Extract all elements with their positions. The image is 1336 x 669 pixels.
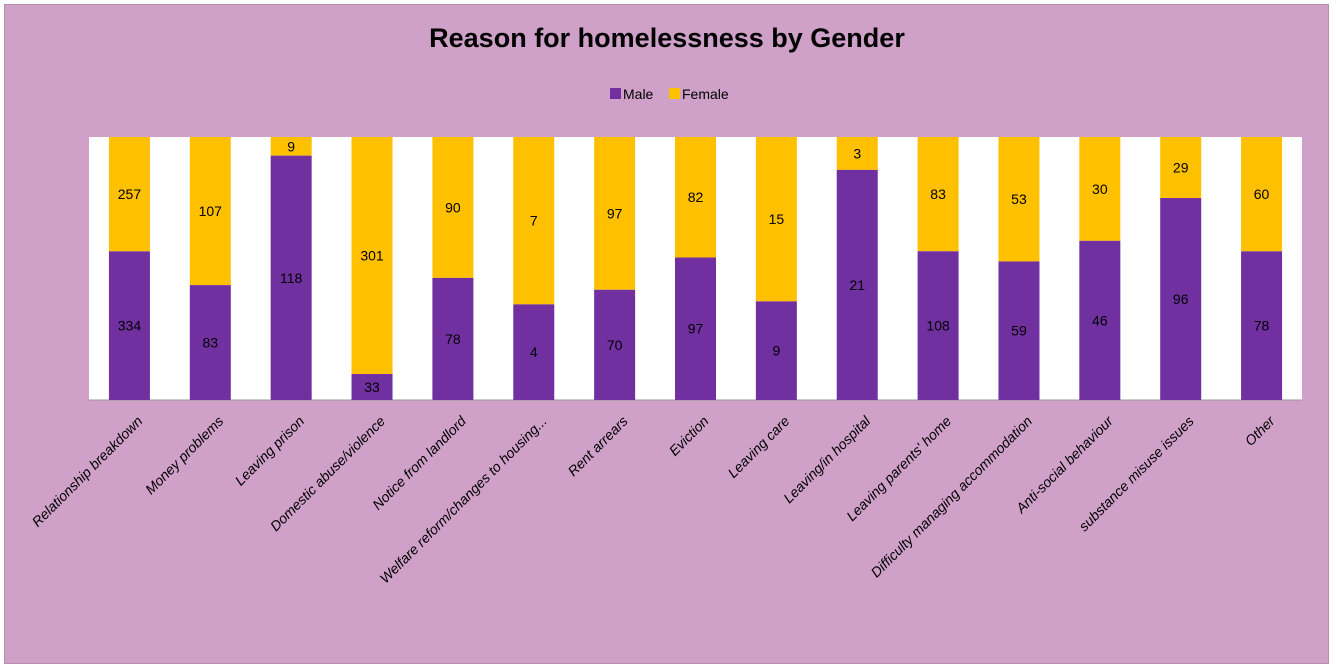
category-label-leaving-care: Leaving care <box>724 413 792 481</box>
data-label-female-leaving-care: 15 <box>769 211 785 227</box>
data-label-female-leaving-parents-home: 83 <box>930 186 946 202</box>
data-label-female-welfare-reform-changes-to-housing: 7 <box>530 213 538 229</box>
category-label-rent-arrears: Rent arrears <box>564 413 630 479</box>
legend-label-female: Female <box>682 86 729 102</box>
legend-swatch-female <box>669 88 680 99</box>
data-label-male-leaving-in-hospital: 21 <box>849 277 865 293</box>
legend: Male Female <box>610 86 729 102</box>
bar-female-other <box>1241 137 1283 252</box>
data-label-male-relationship-breakdown: 334 <box>118 318 142 334</box>
bar-female-money-problems <box>189 137 231 286</box>
chart-title: Reason for homelessness by Gender <box>429 23 905 53</box>
data-label-female-notice-from-landlord: 90 <box>445 199 461 215</box>
bar-male-leaving-parents-home <box>917 251 959 400</box>
data-label-female-leaving-prison: 9 <box>287 138 295 154</box>
bar-male-domestic-abuse-violence <box>351 374 393 400</box>
bar-female-leaving-care <box>755 137 797 302</box>
bar-male-anti-social-behaviour <box>1079 240 1121 400</box>
bar-female-difficulty-managing-accommodation <box>998 137 1040 262</box>
data-labels: 257 334 107 83 9 118 301 33 90 78 7 4 97 70 82 97 15 9 3 21… <box>118 138 1270 395</box>
category-label-leaving-in-hospital: Leaving/in hospital <box>780 412 874 506</box>
bar-male-leaving-in-hospital <box>836 169 878 400</box>
category-label-money-problems: Money problems <box>142 413 226 497</box>
bar-male-difficulty-managing-accommodation <box>998 261 1040 400</box>
bar-male-leaving-prison <box>270 155 312 400</box>
data-label-female-rent-arrears: 97 <box>607 205 623 221</box>
data-label-male-domestic-abuse-violence: 33 <box>364 379 380 395</box>
data-label-male-welfare-reform-changes-to-housing: 4 <box>530 344 538 360</box>
data-label-female-anti-social-behaviour: 30 <box>1092 181 1108 197</box>
bar-female-leaving-prison <box>270 137 312 156</box>
bar-female-relationship-breakdown <box>108 137 150 252</box>
category-label-difficulty-managing-accommodation: Difficulty managing accommodation <box>868 413 1036 581</box>
data-label-male-difficulty-managing-accommodation: 59 <box>1011 323 1027 339</box>
data-label-male-leaving-prison: 118 <box>280 270 303 286</box>
data-label-male-leaving-parents-home: 108 <box>926 318 950 334</box>
bar-female-leaving-parents-home <box>917 137 959 252</box>
bar-male-other <box>1241 251 1283 400</box>
category-label-eviction: Eviction <box>666 413 712 459</box>
bar-female-rent-arrears <box>594 137 636 290</box>
data-label-male-eviction: 97 <box>688 321 704 337</box>
bars <box>108 137 1283 400</box>
bar-male-eviction <box>675 257 716 400</box>
stacked-bar-chart: Reason for homelessness by Gender Male Fe… <box>29 23 1302 586</box>
bar-male-leaving-care <box>755 301 797 400</box>
bar-female-leaving-in-hospital <box>836 137 878 170</box>
bar-male-relationship-breakdown <box>108 251 150 400</box>
data-label-female-other: 60 <box>1254 186 1270 202</box>
data-label-female-eviction: 82 <box>688 189 704 205</box>
bar-male-welfare-reform-changes-to-housing <box>513 304 555 400</box>
category-label-relationship-breakdown: Relationship breakdown <box>29 413 146 530</box>
data-label-male-rent-arrears: 70 <box>607 337 623 353</box>
data-label-male-substance-misuse-issues: 96 <box>1173 291 1189 307</box>
bar-male-money-problems <box>189 285 231 400</box>
category-label-welfare-reform-changes-to-housing: Welfare reform/changes to housing... <box>376 413 549 586</box>
bar-male-substance-misuse-issues <box>1160 198 1202 400</box>
bar-female-domestic-abuse-violence <box>351 137 393 375</box>
legend-swatch-male <box>610 88 621 99</box>
bar-male-rent-arrears <box>594 289 636 400</box>
bar-female-substance-misuse-issues <box>1160 137 1202 199</box>
chart-frame: Reason for homelessness by Gender Male Fe… <box>4 4 1329 664</box>
data-label-female-difficulty-managing-accommodation: 53 <box>1011 191 1027 207</box>
data-label-female-domestic-abuse-violence: 301 <box>360 248 384 264</box>
data-label-female-money-problems: 107 <box>199 203 223 219</box>
data-label-male-anti-social-behaviour: 46 <box>1092 312 1108 328</box>
data-label-female-relationship-breakdown: 257 <box>118 186 142 202</box>
bar-female-welfare-reform-changes-to-housing <box>513 137 555 305</box>
data-label-male-notice-from-landlord: 78 <box>445 331 461 347</box>
data-label-female-leaving-in-hospital: 3 <box>853 145 861 161</box>
bar-female-eviction <box>675 137 716 258</box>
category-label-other: Other <box>1242 412 1279 449</box>
bar-female-anti-social-behaviour <box>1079 137 1121 241</box>
data-label-male-money-problems: 83 <box>203 335 219 351</box>
data-label-female-substance-misuse-issues: 29 <box>1173 160 1189 176</box>
category-label-leaving-prison: Leaving prison <box>232 413 308 489</box>
data-label-male-leaving-care: 9 <box>772 343 780 359</box>
bar-female-notice-from-landlord <box>432 137 474 278</box>
bar-male-notice-from-landlord <box>432 277 474 400</box>
data-label-male-other: 78 <box>1254 318 1270 334</box>
legend-label-male: Male <box>623 86 654 102</box>
